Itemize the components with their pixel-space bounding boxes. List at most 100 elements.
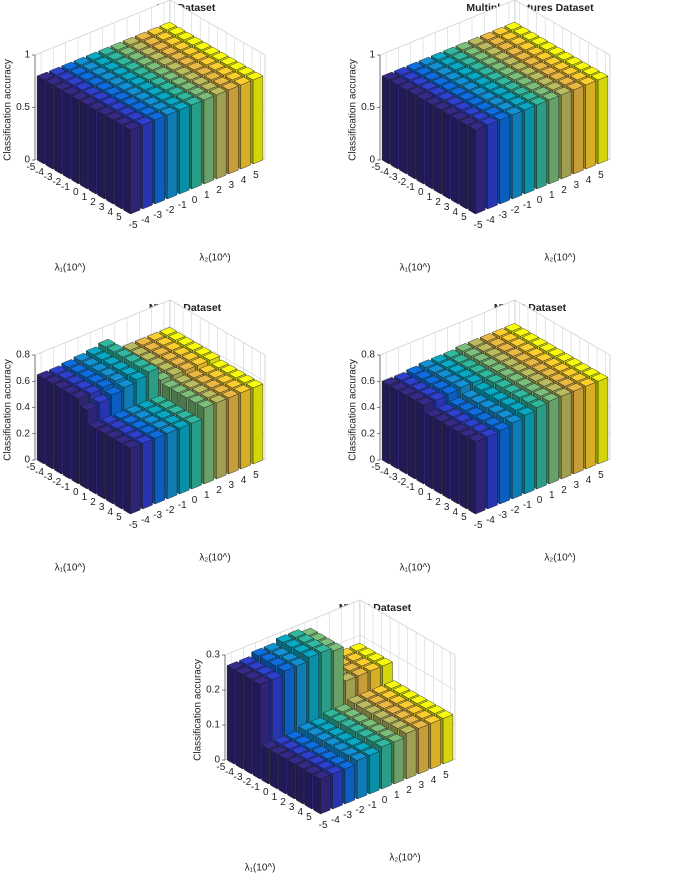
bar-side xyxy=(80,406,88,490)
bar-top xyxy=(284,639,302,648)
x-tick-label: -5 xyxy=(26,462,35,473)
bar-top xyxy=(140,352,158,361)
bar-side xyxy=(381,381,390,465)
bar-top xyxy=(529,96,547,106)
bar-top xyxy=(162,71,180,81)
bar-top xyxy=(454,413,472,423)
bar-top xyxy=(315,732,333,741)
bar-top xyxy=(399,81,417,91)
bar-top xyxy=(159,327,177,336)
bar-top xyxy=(94,56,112,66)
bar-top xyxy=(97,106,115,116)
bar-top xyxy=(134,91,152,101)
bar-top xyxy=(484,417,502,426)
y-tick-label: 3 xyxy=(229,480,235,491)
bar-top xyxy=(469,364,487,373)
y-tick-label: 1 xyxy=(549,190,555,201)
bar-top xyxy=(420,81,438,91)
bar-top xyxy=(549,373,567,382)
bar-top xyxy=(448,61,466,71)
bar-front xyxy=(573,85,584,175)
bar-top xyxy=(73,56,91,66)
bar-top xyxy=(106,51,125,61)
bar-top xyxy=(495,379,513,388)
bar-top xyxy=(135,435,153,444)
bar-top xyxy=(407,86,425,96)
bar-top xyxy=(503,384,521,393)
bar-top xyxy=(510,363,529,372)
bar-top xyxy=(85,51,104,61)
bar-top xyxy=(458,91,476,101)
bar-top xyxy=(485,348,503,357)
bar-top xyxy=(476,343,494,352)
bar-top xyxy=(430,354,449,363)
bar-top xyxy=(131,41,149,51)
bar-side xyxy=(450,115,459,205)
bar-top xyxy=(169,51,187,61)
y-tick-label: -4 xyxy=(486,215,495,226)
bar-side xyxy=(252,680,261,780)
bar-front xyxy=(154,434,165,505)
bar-top xyxy=(375,657,393,667)
bar-top xyxy=(199,364,217,374)
x-tick-label: 5 xyxy=(116,212,122,223)
bar-top xyxy=(49,66,67,76)
bar-top xyxy=(533,86,551,96)
bar-top xyxy=(523,56,541,66)
bar-top xyxy=(352,713,370,723)
bar-front xyxy=(381,742,392,790)
z-tick-label: 0 xyxy=(24,155,30,166)
bar-top xyxy=(487,96,505,106)
bar-top xyxy=(212,76,230,86)
bar-top xyxy=(440,385,459,395)
bar-top xyxy=(135,337,153,346)
bar-top xyxy=(531,363,550,372)
bar-top xyxy=(228,369,246,379)
bar-top xyxy=(176,337,195,346)
bar-top xyxy=(83,86,101,96)
bar-top xyxy=(530,36,548,46)
z-tick-label: 0 xyxy=(24,455,30,466)
bar-top xyxy=(529,399,547,408)
bar-top xyxy=(523,358,541,367)
y-tick-label: 4 xyxy=(586,475,592,486)
bar-top xyxy=(277,662,295,672)
z-tick-label: 0 xyxy=(369,155,375,166)
bar-top xyxy=(134,410,152,419)
bar-top xyxy=(578,76,596,86)
bar-top xyxy=(510,61,529,71)
y-tick-label: -3 xyxy=(153,210,162,221)
bar-top xyxy=(175,91,194,101)
bar-side xyxy=(226,665,235,765)
y-tick-label: 4 xyxy=(241,475,247,486)
bar-top xyxy=(220,364,238,374)
y-tick-label: -2 xyxy=(166,505,175,516)
bar-top xyxy=(505,414,523,424)
bar-top xyxy=(137,81,155,91)
x-tick-label: 2 xyxy=(435,197,441,208)
bar-top xyxy=(233,384,251,394)
bar-top xyxy=(207,369,225,379)
bar-top xyxy=(282,740,300,750)
bar-top xyxy=(111,66,130,76)
x-tick-label: -1 xyxy=(406,182,415,193)
bar-front xyxy=(369,751,380,795)
bar-top xyxy=(440,81,459,91)
bar-top xyxy=(561,368,579,377)
y-tick-label: 3 xyxy=(574,480,580,491)
bar-front xyxy=(511,418,523,500)
x-tick-label: 2 xyxy=(90,497,96,508)
x-tick-label: 0 xyxy=(418,487,424,498)
bar-top xyxy=(491,392,509,401)
bar-top xyxy=(470,86,488,96)
bar-top xyxy=(108,76,126,86)
bar-front xyxy=(130,444,141,515)
bar-top xyxy=(389,695,407,704)
bar-top xyxy=(533,388,551,397)
bar-top xyxy=(541,91,560,101)
bar-top xyxy=(518,41,536,51)
bar-side xyxy=(278,754,287,795)
bar-top xyxy=(493,51,511,61)
bar-top xyxy=(364,705,382,714)
bar-top xyxy=(293,644,311,653)
